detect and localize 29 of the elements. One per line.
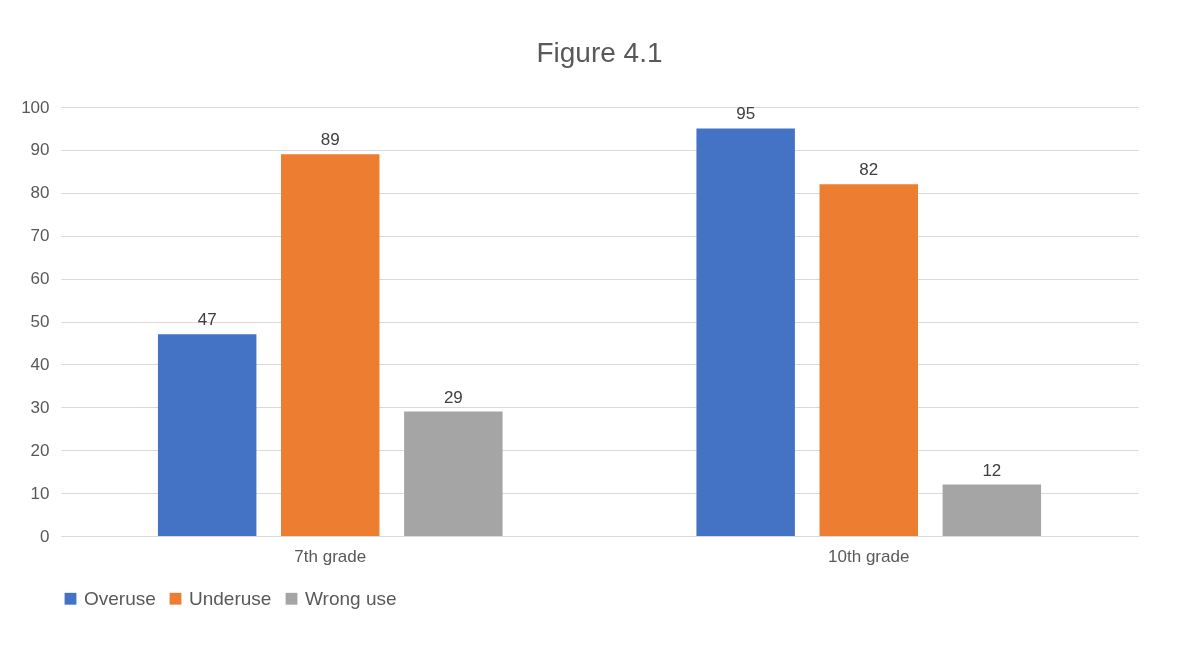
data-label: 89 [320,130,340,150]
x-tick-label: 10th grade [828,546,910,566]
y-tick-label: 90 [30,140,50,160]
y-tick-label: 70 [30,226,50,246]
bar [157,334,257,536]
data-label: 29 [443,387,463,407]
y-tick-label: 50 [30,312,50,331]
bar [819,184,918,536]
data-label: 47 [197,310,217,330]
bar [942,484,1042,536]
bar [696,128,795,536]
y-tick-label: 10 [30,483,50,503]
data-label: 12 [982,460,1002,480]
bar [404,411,503,536]
y-tick-label: 100 [21,97,50,117]
y-tick-label: 0 [40,526,50,546]
data-label: 82 [859,160,879,180]
chart-title: Figure 4.1 [536,37,663,68]
data-label: 95 [736,104,756,124]
y-tick-label: 30 [30,397,50,417]
bar [281,154,380,536]
x-tick-label: 7th grade [294,546,367,566]
legend-label: Wrong use [305,587,397,609]
y-tick-label: 40 [30,354,50,374]
y-tick-label: 20 [30,440,50,460]
legend-label: Overuse [84,587,156,609]
legend-label: Underuse [189,587,272,609]
y-tick-label: 60 [30,269,50,289]
y-tick-label: 80 [30,183,50,203]
